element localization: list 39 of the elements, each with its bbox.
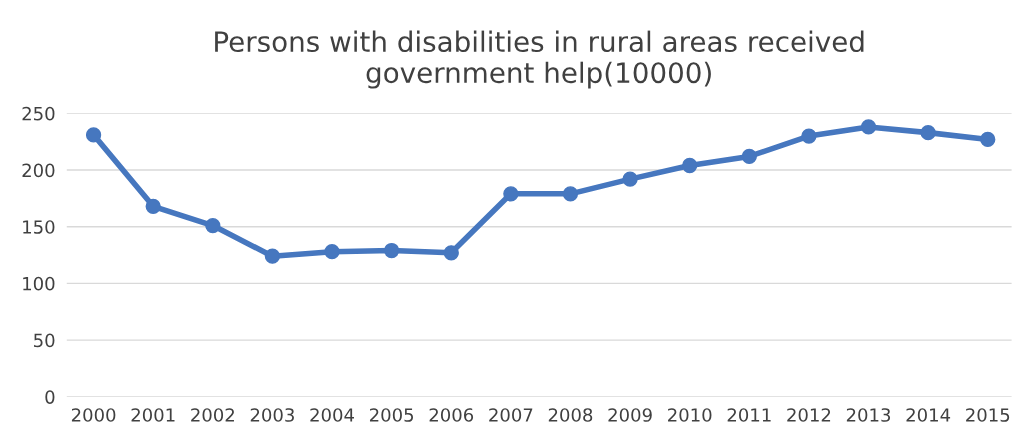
x-tick-label: 2010 [668,408,712,422]
point [562,186,579,202]
x-tick-label: 2009 [608,408,652,422]
x-tick-label: 2006 [429,408,474,422]
x-tick-label: 2012 [787,408,831,422]
point [85,127,102,143]
x-tick-label: 2015 [966,408,1010,422]
point [920,124,936,141]
x-tick-label: 2004 [310,408,354,422]
point [801,128,817,144]
x-tick-label: 2003 [250,408,294,422]
x-tick-label: 2014 [906,408,951,422]
point [324,244,340,260]
point [860,119,877,135]
y-tick-label: 250 [22,106,55,121]
x-tick-label: 2002 [191,408,234,422]
y-tick-label: 200 [22,163,55,178]
x-tick-label: 2007 [489,408,533,422]
x-tick-label: 2001 [131,408,175,422]
point [682,157,698,174]
x-tick-label: 2005 [369,408,414,422]
point [264,248,281,264]
y-tick-label: 50 [34,333,55,348]
point [980,131,996,148]
point [443,245,459,261]
point [205,217,221,234]
point [383,242,400,259]
y-tick-label: 100 [23,276,55,291]
x-tick-label: 2008 [548,408,593,422]
point [503,186,519,202]
x-tick-label: 2011 [727,408,771,422]
x-tick-label: 2013 [846,408,891,422]
x-tick-label: 2000 [71,408,116,422]
y-tick-label: 150 [23,220,55,234]
point [741,148,757,165]
point [145,198,161,214]
point [622,171,638,187]
chart-title: Persons with disabilities in rural areas received government help(10000) [215,30,864,89]
y-tick-label: 0 [45,390,55,404]
